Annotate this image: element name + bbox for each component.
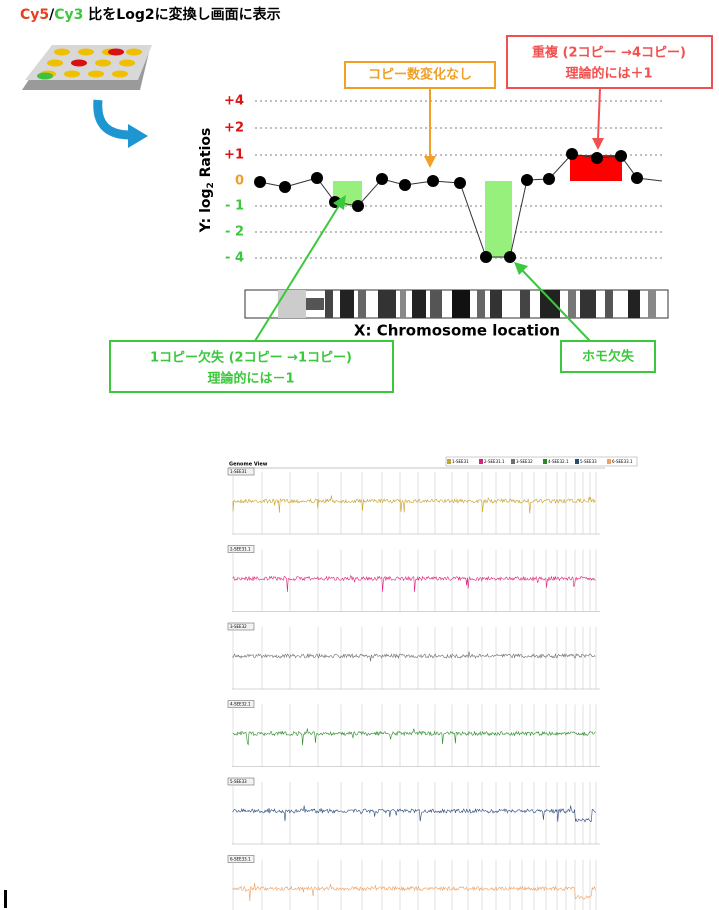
band	[648, 290, 656, 318]
callout-text: 1コピー欠失 (2コピー →1コピー)	[150, 350, 352, 366]
band	[412, 290, 426, 318]
callout-text: 重複 (2コピー →4コピー)	[532, 45, 686, 61]
title-cy3: Cy3	[54, 7, 83, 23]
dot	[352, 200, 364, 212]
y-label-pre: Y: log	[198, 188, 214, 233]
legend-swatch	[511, 459, 515, 464]
y-tick-label: 0	[235, 174, 244, 189]
spot	[71, 60, 87, 67]
track-label: 1-SEE31	[230, 469, 247, 474]
spot	[126, 49, 142, 56]
dot	[615, 150, 627, 162]
band	[358, 290, 366, 318]
dot	[504, 251, 516, 263]
x-label: X: Chromosome location	[354, 322, 560, 340]
dot	[427, 175, 439, 187]
y-tick-label: +4	[224, 94, 244, 109]
dot	[279, 181, 291, 193]
band	[540, 290, 560, 318]
band	[378, 290, 396, 318]
legend-item: 4-SEE32.1	[548, 459, 569, 464]
band	[325, 290, 333, 318]
band	[490, 290, 502, 318]
y-tick-label: +1	[224, 148, 244, 163]
dot	[399, 179, 411, 191]
y-label-post: Ratios	[198, 128, 214, 183]
band	[452, 290, 470, 318]
legend-swatch	[479, 459, 483, 464]
band	[430, 290, 442, 318]
spot	[112, 71, 128, 78]
genome-view-title: Genome View	[229, 462, 268, 468]
callout-arrow-head	[592, 138, 604, 150]
title: Cy5/Cy3 比をLog2に変換し画面に表示	[20, 6, 281, 23]
band	[400, 290, 406, 318]
y-tick-label: - 4	[225, 251, 244, 266]
band	[605, 290, 613, 318]
dot	[480, 251, 492, 263]
legend-item: 2-SEE31.1	[484, 459, 505, 464]
cursor	[4, 890, 7, 908]
band	[580, 290, 596, 318]
band	[520, 290, 530, 318]
callout-text: 理論的には－1	[207, 371, 294, 387]
dot	[311, 172, 323, 184]
band	[568, 290, 576, 318]
y-tick-label: +2	[224, 121, 244, 136]
spot	[37, 73, 53, 80]
spot	[47, 60, 63, 67]
callout-arrow-head	[424, 156, 436, 168]
dot	[376, 173, 388, 185]
legend-swatch	[607, 459, 611, 464]
p-arm-stalk	[306, 298, 324, 310]
dot	[521, 174, 533, 186]
callout-arrow	[255, 204, 340, 341]
spot	[88, 71, 104, 78]
legend-swatch	[543, 459, 547, 464]
centromere	[278, 290, 306, 318]
dot	[591, 152, 603, 164]
legend-item: 6-SEE33.1	[612, 459, 633, 464]
page: Cy5/Cy3 比をLog2に変換し画面に表示 +4 +2 +1 0 - 1 - 2 - 4…	[0, 0, 719, 910]
y-tick-label: - 2	[225, 225, 244, 240]
spot	[95, 60, 111, 67]
dot	[543, 173, 555, 185]
y-tick-label: - 1	[225, 199, 244, 214]
title-rest: 比をLog2に変換し画面に表示	[83, 6, 280, 23]
track-label: 5-SEE33	[230, 779, 247, 784]
band	[477, 290, 485, 318]
spot	[64, 71, 80, 78]
spot	[54, 49, 70, 56]
dot	[254, 176, 266, 188]
callout-text: ホモ欠失	[582, 349, 635, 365]
flow-arrow	[98, 100, 130, 135]
band	[340, 290, 354, 318]
title-cy5: Cy5	[20, 7, 49, 23]
legend-item: 1-SEE31	[452, 459, 469, 464]
flow-arrow-head	[128, 124, 148, 148]
dot	[566, 148, 578, 160]
track-label: 3-SEE32	[230, 624, 247, 629]
spot	[119, 60, 135, 67]
spot	[108, 49, 124, 56]
dot	[631, 172, 643, 184]
chromosome	[245, 290, 668, 318]
callout-text: 理論的には＋1	[565, 66, 652, 82]
legend-item: 5-SEE33	[580, 459, 597, 464]
legend-item: 3-SEE32	[516, 459, 533, 464]
spot	[78, 49, 94, 56]
legend-swatch	[447, 459, 451, 464]
band	[628, 290, 640, 318]
y-label: Y: log2 Ratios	[198, 128, 216, 234]
homo-region	[485, 181, 512, 258]
dot	[454, 177, 466, 189]
canvas: Cy5/Cy3 比をLog2に変換し画面に表示 +4 +2 +1 0 - 1 - 2 - 4…	[0, 0, 719, 910]
legend-swatch	[575, 459, 579, 464]
callout-text: コピー数変化なし	[368, 67, 472, 83]
callout-arrow	[598, 88, 600, 140]
